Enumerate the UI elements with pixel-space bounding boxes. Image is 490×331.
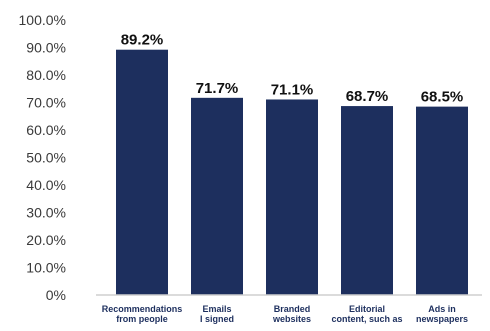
x-tick-label: I signed	[200, 314, 234, 324]
data-label: 68.5%	[421, 89, 464, 106]
y-tick-label: 100.0%	[19, 12, 66, 28]
y-tick-label: 20.0%	[26, 232, 66, 248]
bar	[116, 49, 168, 296]
y-tick-label: 40.0%	[26, 177, 66, 193]
y-tick-label: 10.0%	[26, 260, 66, 276]
x-tick-label: Ads in	[428, 304, 456, 314]
y-tick-label: 0%	[46, 287, 66, 303]
x-tick-label: websites	[272, 314, 311, 324]
data-label: 89.2%	[121, 32, 164, 49]
data-label: 68.7%	[346, 88, 389, 105]
y-tick-label: 60.0%	[26, 122, 66, 138]
x-tick-label: content, such as	[331, 314, 402, 324]
data-label: 71.7%	[196, 80, 239, 97]
x-tick-label: from people	[116, 314, 168, 324]
bars	[116, 49, 468, 296]
x-tick-label: Branded	[274, 304, 311, 314]
x-tick-label: Recommendations	[102, 304, 183, 314]
y-tick-label: 70.0%	[26, 95, 66, 111]
y-tick-label: 80.0%	[26, 67, 66, 83]
x-tick-label: newspapers	[416, 314, 468, 324]
bar	[341, 106, 393, 295]
bar	[191, 97, 243, 295]
bar	[266, 99, 318, 295]
y-tick-label: 50.0%	[26, 150, 66, 166]
value-labels: 89.2% 71.7% 71.1% 68.7% 68.5%	[121, 32, 464, 106]
y-tick-label: 30.0%	[26, 205, 66, 221]
y-axis-labels: 0% 10.0% 20.0% 30.0% 40.0% 50.0% 60.0% 70.0% 80.…	[19, 12, 66, 303]
bar	[416, 106, 468, 295]
x-tick-label: Editorial	[349, 304, 385, 314]
y-tick-label: 90.0%	[26, 40, 66, 56]
data-label: 71.1%	[271, 81, 314, 98]
x-tick-label: Emails	[202, 304, 231, 314]
